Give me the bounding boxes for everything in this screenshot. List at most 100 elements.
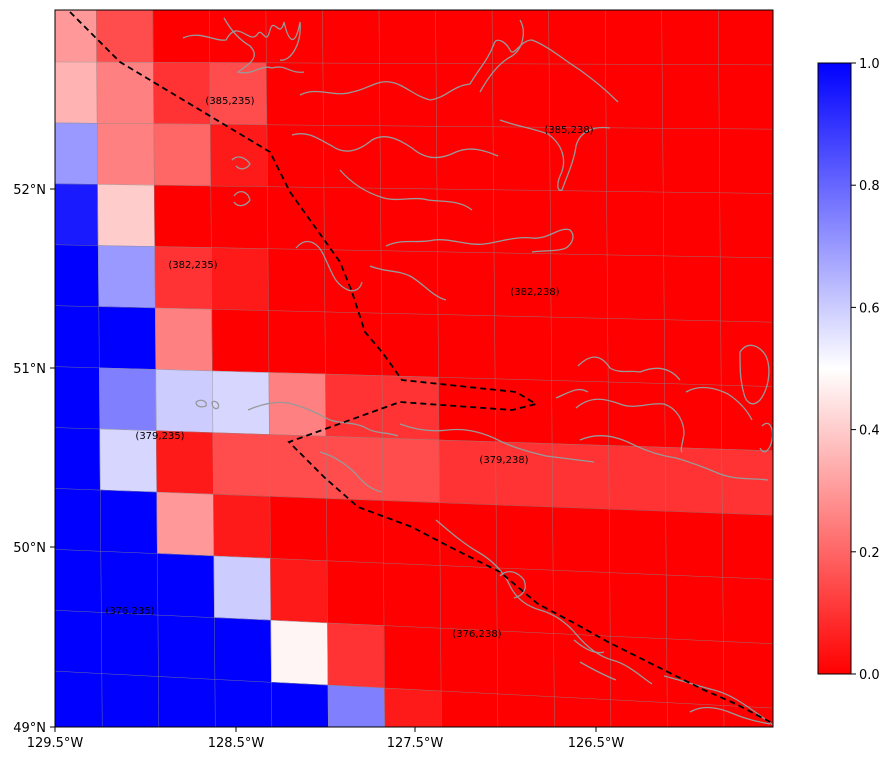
grid-cells	[0, 10, 773, 727]
colorbar-tick-label: 0.8	[859, 179, 880, 194]
grid-cell	[322, 62, 381, 127]
grid-cell	[0, 304, 43, 366]
grid-cell	[553, 633, 612, 701]
grid-cell	[609, 635, 668, 703]
grid-cell	[154, 246, 213, 310]
axis-ticks: 129.5°W 128.5°W 127.5°W 126.5°W 52°N 51°N 50°N…	[13, 183, 624, 751]
grid-cell	[665, 574, 724, 642]
y-tick-label: 52°N	[13, 183, 46, 198]
grid-cell	[152, 62, 211, 125]
grid-cell	[55, 488, 102, 552]
grid-cell	[269, 496, 328, 562]
cell-label: (385,235)	[205, 96, 254, 107]
grid-cell	[97, 184, 156, 247]
graticule-line	[55, 427, 773, 452]
grid-cell	[493, 189, 551, 255]
grid-cell	[718, 128, 773, 194]
grid-cell	[722, 641, 773, 709]
coastline	[182, 17, 773, 726]
grid-cell	[440, 690, 499, 727]
grid-cell	[100, 612, 159, 677]
grid-cell	[494, 315, 552, 381]
grid-cell	[664, 383, 723, 450]
grid-cell	[606, 190, 665, 257]
grid-cell	[156, 491, 215, 557]
grid-cell	[0, 122, 41, 183]
grid-cell	[553, 696, 612, 727]
grid-cell	[552, 506, 611, 573]
grid-cell	[270, 558, 328, 624]
grid-cell	[55, 670, 103, 727]
grid-cell	[606, 254, 665, 321]
grid-cell	[0, 607, 45, 671]
grid-cell	[212, 370, 270, 435]
grid-cell	[608, 445, 667, 512]
grid-cell	[495, 441, 553, 508]
grid-cell	[436, 125, 494, 191]
y-tick-label: 51°N	[13, 362, 46, 377]
x-tick-label: 126.5°W	[568, 736, 625, 751]
grid-cell	[154, 307, 213, 372]
colorbar-tick-label: 1.0	[859, 57, 880, 72]
y-tick-label: 49°N	[13, 721, 46, 736]
grid-cell	[0, 62, 41, 123]
grid-cell	[55, 549, 102, 613]
grid-cell	[382, 437, 440, 504]
grid-cell	[722, 576, 773, 645]
grid-cell	[326, 498, 384, 564]
grid-cell	[380, 250, 439, 315]
grid-cell	[55, 244, 100, 308]
grid-cell	[158, 676, 216, 727]
grid-cell	[97, 245, 156, 309]
grid-cell	[269, 434, 327, 499]
grid-cell	[609, 572, 668, 640]
graticule-line	[0, 1, 775, 2]
grid-cell	[323, 187, 382, 252]
grid-cell	[550, 316, 609, 383]
grid-cell	[55, 305, 100, 369]
grid-cell	[213, 493, 271, 559]
graticule-line	[775, 1, 781, 761]
colorbar-gradient	[817, 62, 852, 675]
cell-label: (379,238)	[479, 455, 528, 466]
grid-cell	[323, 124, 381, 189]
grid-cell	[663, 319, 722, 386]
graticule-line	[55, 61, 773, 66]
grid-cell	[101, 673, 160, 727]
grid-cell	[98, 367, 157, 432]
grid-cell	[719, 256, 773, 323]
x-tick-label: 127.5°W	[387, 736, 444, 751]
grid-cell	[55, 183, 99, 246]
grid-cell	[214, 617, 272, 683]
grid-cell	[379, 62, 437, 127]
cell-label: (382,238)	[510, 287, 559, 298]
grid-cell	[492, 63, 550, 128]
graticule-line	[55, 366, 773, 387]
grid-cell	[662, 191, 721, 258]
grid-cell	[327, 622, 385, 689]
grid-cell	[662, 127, 721, 194]
grid-cell	[325, 373, 383, 439]
grid-cell	[379, 125, 438, 190]
cell-labels: (385,235) (385,238) (382,235) (382,238) (379…	[105, 96, 593, 640]
grid-cell	[383, 562, 441, 629]
grid-cell	[607, 318, 666, 384]
cell-label: (385,238)	[544, 125, 593, 136]
graticule-line	[55, 183, 773, 194]
grid-cell	[324, 311, 383, 377]
grid-cell	[551, 443, 610, 510]
grid-cell	[96, 61, 155, 125]
grid-cell	[0, 244, 42, 306]
grid-cell	[605, 63, 664, 129]
colorbar-tick-label: 0.4	[859, 424, 880, 439]
grid-cell	[721, 512, 773, 580]
grid-cell	[665, 510, 724, 578]
grid-cell	[437, 314, 496, 380]
graticule-line	[55, 244, 773, 259]
colorbar: 0.0 0.2 0.4 0.6 0.8 1.0	[817, 57, 880, 683]
x-tick-label: 129.5°W	[27, 736, 84, 751]
grid-cell	[55, 427, 101, 491]
grid-cell	[494, 378, 553, 445]
grid-cell	[493, 252, 552, 318]
